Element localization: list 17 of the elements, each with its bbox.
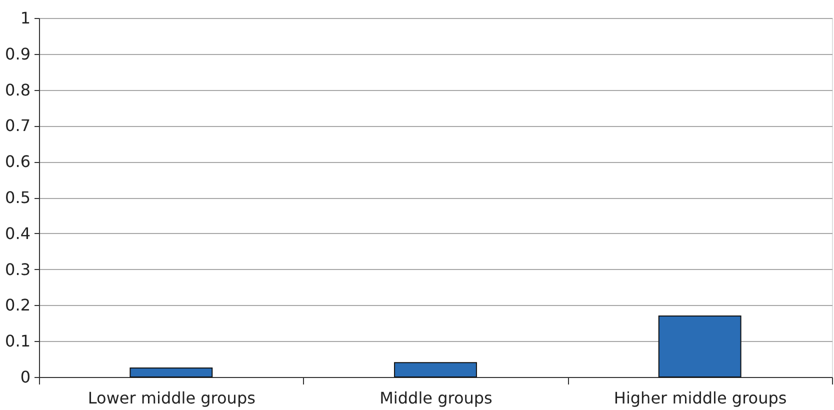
y-tick-label: 0.6	[5, 152, 30, 172]
x-tick-label: Higher middle groups	[614, 388, 787, 408]
x-tick-label: Lower middle groups	[88, 388, 256, 408]
y-tick-label: 0.5	[5, 188, 30, 207]
bar	[130, 368, 213, 378]
y-tick-label: 0.8	[5, 80, 30, 100]
x-tick-label: Middle groups	[380, 388, 492, 408]
y-tick-label: 1	[20, 8, 30, 28]
y-tick-label: 0.1	[5, 332, 30, 351]
bar	[658, 315, 742, 378]
y-tick-label: 0.4	[5, 224, 30, 243]
y-tick-label: 0	[20, 368, 30, 386]
y-tick-label: 0.7	[5, 116, 30, 136]
y-tick-label: 0.3	[5, 260, 30, 279]
bar	[394, 362, 477, 378]
y-tick-label: 0.9	[5, 44, 30, 64]
y-tick-label: 0.2	[5, 296, 30, 315]
